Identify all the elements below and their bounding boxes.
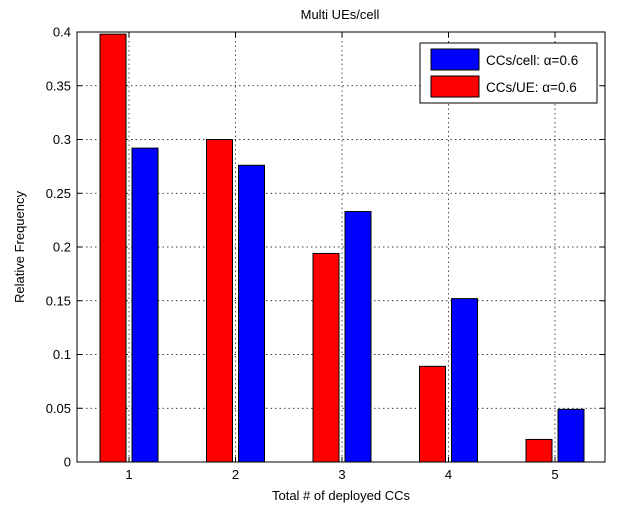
- bar-ccs-cell: [238, 164, 265, 463]
- bars: [99, 33, 585, 463]
- x-tick-label: 4: [445, 467, 452, 482]
- y-tick-label: 0.2: [53, 240, 71, 255]
- bar-ccs-ue: [206, 139, 233, 463]
- bar-ccs-cell: [344, 211, 372, 463]
- bar-ccs-cell: [557, 408, 585, 463]
- bar-ccs-ue: [525, 438, 553, 463]
- bar-ccs-ue: [99, 33, 127, 463]
- y-axis-label: Relative Frequency: [12, 191, 27, 303]
- legend-swatch-ccs-ue: [430, 75, 480, 98]
- y-tick-label: 0.25: [46, 186, 71, 201]
- legend: CCs/cell: α=0.6 CCs/UE: α=0.6: [419, 42, 598, 104]
- x-tick-label: 2: [232, 467, 239, 482]
- ticks: 0 0.05 0.1 0.15 0.2 0.25 0.3 0.35 0.4 1 2 3 4 5: [46, 25, 605, 482]
- x-tick-label: 5: [551, 467, 558, 482]
- legend-label-ccs-ue: CCs/UE: α=0.6: [486, 80, 577, 95]
- y-tick-label: 0.15: [46, 293, 71, 308]
- plot-area: [77, 32, 605, 462]
- y-tick-label: 0.4: [53, 25, 71, 40]
- x-tick-label: 3: [338, 467, 345, 482]
- bar-ccs-cell: [451, 298, 478, 463]
- legend-label-ccs-cell: CCs/cell: α=0.6: [486, 53, 578, 68]
- y-tick-label: 0.35: [46, 78, 71, 93]
- legend-swatch-ccs-cell: [430, 48, 480, 71]
- chart-title: Multi UEs/cell: [301, 7, 380, 22]
- y-tick-label: 0.3: [53, 132, 71, 147]
- x-tick-label: 1: [125, 467, 132, 482]
- y-tick-label: 0.1: [53, 347, 71, 362]
- bar-ccs-ue: [312, 252, 340, 463]
- y-tick-label: 0.05: [46, 401, 71, 416]
- bar-ccs-ue: [419, 365, 446, 463]
- x-axis-label: Total # of deployed CCs: [272, 488, 411, 503]
- y-tick-label: 0: [64, 455, 71, 470]
- bar-ccs-cell: [131, 147, 159, 463]
